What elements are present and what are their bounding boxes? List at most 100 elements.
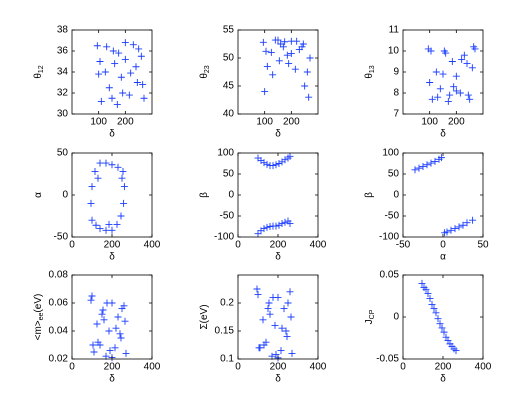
point [288,349,296,357]
point [108,94,116,102]
subplot: 0 200 400 0.1 0.15 0.2 δ Σ(eV) [199,274,327,385]
plot-frame [237,152,319,238]
point [443,228,451,236]
point [87,296,95,304]
x-tick-label: 100 [90,117,107,128]
point [135,45,143,53]
y-tick-label: 0 [62,190,68,201]
point [418,279,426,287]
point [452,87,460,95]
y-axis-label: β [199,192,210,198]
point [286,288,294,296]
point [125,91,133,99]
point [139,81,147,89]
x-axis-label: δ [275,129,281,140]
y-tick-label: 0.2 [220,298,234,309]
point [260,159,268,167]
point [272,161,280,169]
y-tick-label: 0.05 [380,270,400,281]
point [132,63,140,71]
point [269,293,277,301]
point [470,43,478,51]
plot-frame [237,274,319,360]
point [452,347,460,355]
x-tick-label: 0 [440,240,446,251]
point [263,62,271,70]
y-axis-label-part: θ [364,73,375,79]
y-tick-label: -50 [220,211,235,222]
point [108,226,116,234]
point [259,316,267,324]
y-axis-label-part: Σ(eV) [199,304,210,329]
point [121,39,129,47]
y-axis-label-part: (eV) [33,294,44,313]
x-axis-label: δ [109,374,115,385]
y-tick-label: 100 [382,148,399,159]
x-tick-label: 100 [256,117,273,128]
point [102,159,110,167]
y-tick-label: -100 [379,232,399,243]
point [97,97,105,105]
point [129,41,137,49]
subplot: 100 200 30 32 34 36 38 δ θ12 [33,25,153,140]
point [95,70,103,78]
point [114,163,122,171]
y-tick-label: -0.05 [376,354,399,365]
y-tick-label: 38 [57,25,69,36]
y-tick-label: 9 [393,67,399,78]
point [298,43,306,51]
point [120,199,128,207]
point [115,49,123,57]
point [303,68,311,76]
point [254,291,262,299]
plot-frame [71,274,153,360]
point [439,70,447,78]
y-axis-label-part: J [364,319,375,324]
y-tick-label: 0.02 [49,354,69,365]
point [284,299,292,307]
x-axis-label: δ [440,129,446,140]
y-axis-label-part: CP [369,309,376,319]
point [442,49,450,57]
y-tick-label: 100 [217,148,234,159]
x-tick-label: 0 [235,240,241,251]
subplot: 100 200 7 8 9 10 11 δ θ13 [364,25,484,140]
point [100,316,108,324]
point [96,58,104,65]
y-tick-label: 0 [393,190,399,201]
point [87,199,95,207]
point [90,348,98,356]
point [427,159,435,167]
point [281,38,289,46]
x-tick-label: 200 [270,362,287,373]
point [437,154,445,162]
point [103,299,111,307]
point [455,223,463,231]
y-tick-label: 34 [57,67,69,78]
point [274,36,282,44]
y-axis-label: Σ(eV) [199,304,210,329]
point [113,101,121,109]
point [109,47,117,55]
point [98,310,106,318]
x-tick-label: 200 [435,362,452,373]
y-axis-label-part: 13 [369,65,376,73]
point [255,344,263,352]
y-tick-label: 36 [57,46,69,57]
point [88,183,96,191]
point [444,97,452,105]
x-axis-label: δ [440,374,446,385]
subplot: 100 200 40 45 50 55 δ θ23 [199,25,319,140]
y-axis-label-part: ee [38,312,45,320]
x-tick-label: 200 [448,117,465,128]
point [91,167,99,175]
y-axis-label: JCP [364,309,376,324]
y-axis-label: θ23 [199,65,211,78]
x-tick-label: 400 [144,362,161,373]
point [121,317,129,325]
x-tick-label: 200 [283,117,300,128]
plot-frame [402,274,484,360]
point [119,89,127,97]
y-axis-label-part: θ [199,73,210,79]
point [452,72,460,80]
